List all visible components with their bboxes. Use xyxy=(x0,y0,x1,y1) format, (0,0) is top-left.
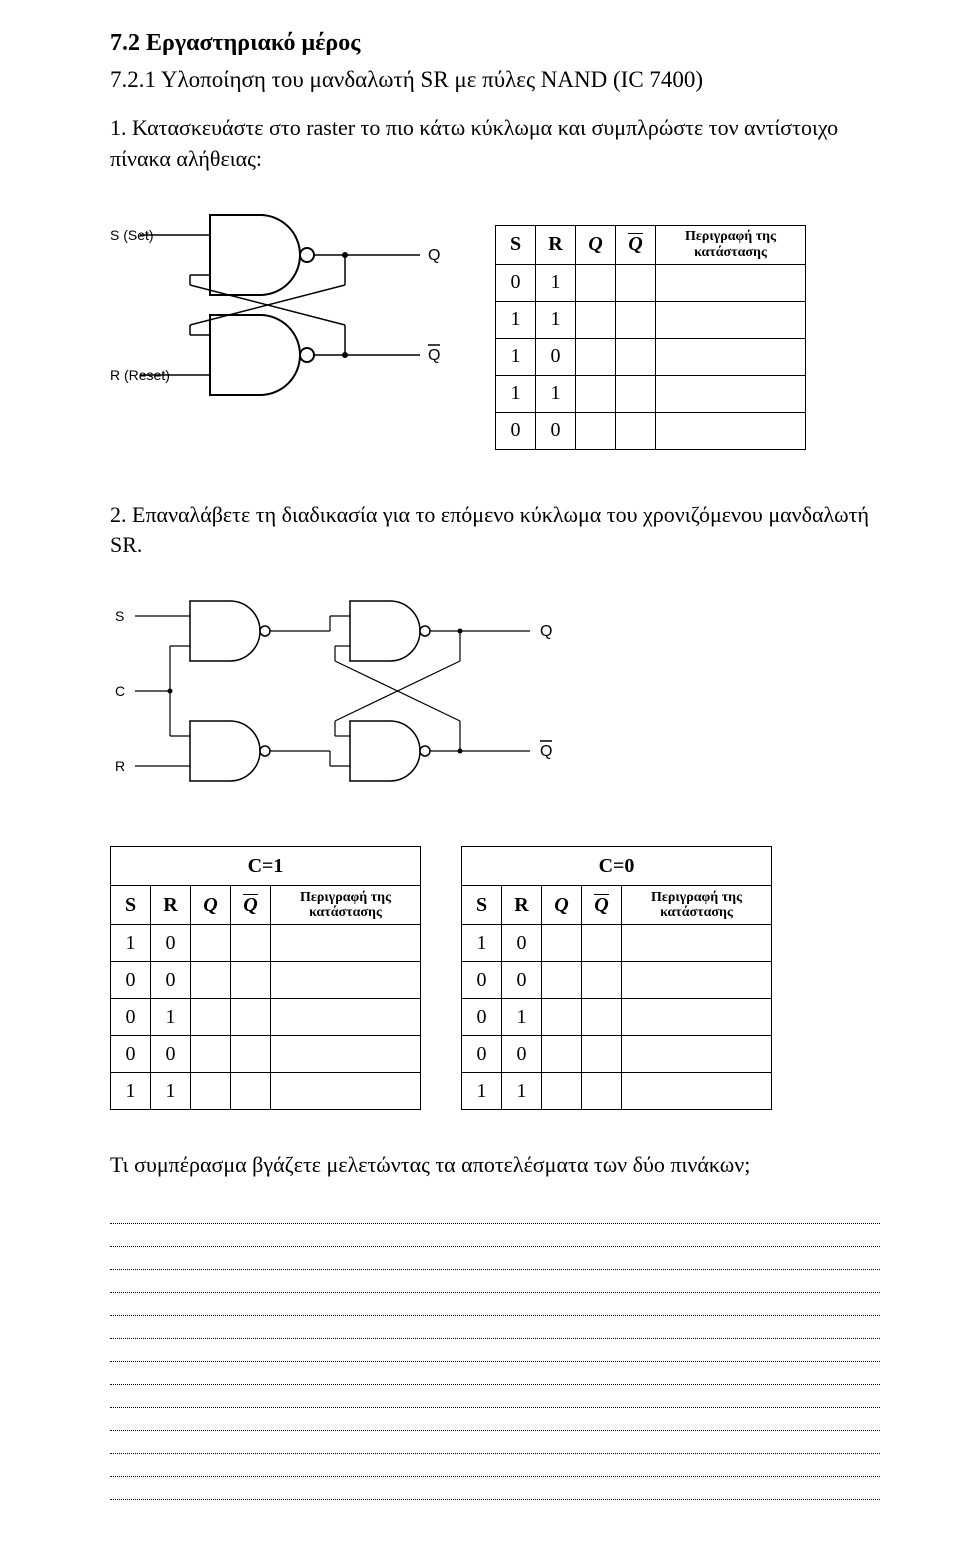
table2-header-row: S R Q Q Περιγραφή τηςκατάστασης xyxy=(111,886,421,925)
paragraph-2: 2. Επαναλάβετε τη διαδικασία για το επόμ… xyxy=(110,500,880,562)
answer-line xyxy=(110,1201,880,1224)
answer-line xyxy=(110,1270,880,1293)
d2-qbar-label: Q xyxy=(540,743,552,760)
table-row: 00 xyxy=(462,962,772,999)
section-title: 7.2 Εργαστηριακό μέρος xyxy=(110,30,880,57)
d2-r-label: R xyxy=(115,758,125,774)
table-row: 10 xyxy=(111,925,421,962)
table-row: 01 xyxy=(462,999,772,1036)
answer-line xyxy=(110,1408,880,1431)
table-row: 10 xyxy=(496,338,806,375)
answer-lines xyxy=(110,1201,880,1500)
d2-q-label: Q xyxy=(540,623,552,640)
table-row: 00 xyxy=(462,1036,772,1073)
truth-table-3: C=0 S R Q Q Περιγραφή τηςκατάστασης 10 0… xyxy=(461,846,772,1110)
table-row: 01 xyxy=(111,999,421,1036)
table-row: 01 xyxy=(496,264,806,301)
table-row: 00 xyxy=(111,962,421,999)
answer-line xyxy=(110,1224,880,1247)
table3-c-row: C=0 xyxy=(462,847,772,886)
tables-row: C=1 S R Q Q Περιγραφή τηςκατάστασης 10 0… xyxy=(110,846,880,1110)
q-label: Q xyxy=(428,247,440,264)
table-row: 11 xyxy=(111,1073,421,1110)
page: 7.2 Εργαστηριακό μέρος 7.2.1 Υλοποίηση τ… xyxy=(0,0,960,1560)
subsection-title: 7.2.1 Υλοποίηση του μανδαλωτή SR με πύλε… xyxy=(110,67,880,93)
paragraph-3: Τι συμπέρασμα βγάζετε μελετώντας τα αποτ… xyxy=(110,1150,880,1181)
table2-body: 10 00 01 00 11 xyxy=(111,925,421,1110)
gated-sr-latch-diagram: S C R Q Q xyxy=(110,581,580,801)
table-row: 00 xyxy=(111,1036,421,1073)
paragraph-1: 1. Κατασκευάστε στο raster το πιο κάτω κ… xyxy=(110,113,880,175)
d2-c-label: C xyxy=(115,683,125,699)
d2-s-label: S xyxy=(115,608,124,624)
answer-line xyxy=(110,1339,880,1362)
th-R: R xyxy=(536,225,576,264)
table-row: 11 xyxy=(462,1073,772,1110)
table1-header-row: S R Q Q Περιγραφή τηςκατάστασης xyxy=(496,225,806,264)
truth-table-2: C=1 S R Q Q Περιγραφή τηςκατάστασης 10 0… xyxy=(110,846,421,1110)
r-label: R (Reset) xyxy=(110,367,170,383)
truth-table-1: S R Q Q Περιγραφή τηςκατάστασης 01 11 10… xyxy=(495,225,806,450)
table1-body: 01 11 10 11 00 xyxy=(496,264,806,449)
th-Q: Q xyxy=(576,225,616,264)
answer-line xyxy=(110,1454,880,1477)
th-desc: Περιγραφή τηςκατάστασης xyxy=(656,225,806,264)
table3-header-row: S R Q Q Περιγραφή τηςκατάστασης xyxy=(462,886,772,925)
table3-body: 10 00 01 00 11 xyxy=(462,925,772,1110)
table2-c-row: C=1 xyxy=(111,847,421,886)
table-row: 11 xyxy=(496,301,806,338)
answer-line xyxy=(110,1293,880,1316)
qbar-label: Q xyxy=(428,347,440,364)
answer-line xyxy=(110,1362,880,1385)
table-row: 10 xyxy=(462,925,772,962)
th-Qb: Q xyxy=(616,225,656,264)
sr-latch-diagram: S (Set) R (Reset) Q Q xyxy=(110,195,460,415)
table-row: 11 xyxy=(496,375,806,412)
answer-line xyxy=(110,1431,880,1454)
s-label: S (Set) xyxy=(110,227,154,243)
answer-line xyxy=(110,1247,880,1270)
table-row: 00 xyxy=(496,412,806,449)
answer-line xyxy=(110,1316,880,1339)
answer-line xyxy=(110,1385,880,1408)
answer-line xyxy=(110,1477,880,1500)
th-S: S xyxy=(496,225,536,264)
diagram1-and-table1-row: S (Set) R (Reset) Q Q xyxy=(110,195,880,450)
